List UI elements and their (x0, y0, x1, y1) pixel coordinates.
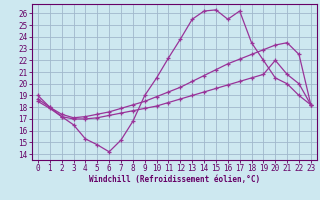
X-axis label: Windchill (Refroidissement éolien,°C): Windchill (Refroidissement éolien,°C) (89, 175, 260, 184)
